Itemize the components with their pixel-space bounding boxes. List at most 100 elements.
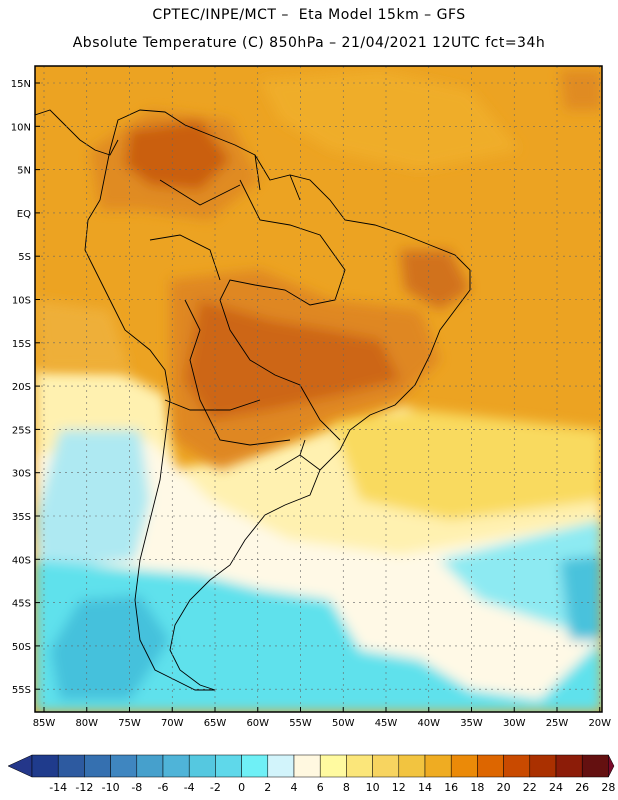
colorbar-tick-label: 14 [418, 781, 432, 794]
colorbar-tick-label: 24 [549, 781, 563, 794]
colorbar-tick-label: 28 [601, 781, 616, 794]
coast-central-america [35, 109, 119, 156]
colorbar [7, 754, 615, 778]
colorbar-swatch [188, 754, 216, 778]
colorbar-swatch [346, 754, 373, 778]
colorbar-swatch [503, 754, 531, 778]
longitude-tick-label: 30W [503, 718, 526, 729]
colorbar-swatch [529, 754, 557, 778]
longitude-tick-label: 35W [460, 718, 483, 729]
colorbar-tick-label: 2 [264, 781, 272, 794]
latitude-tick-label: 35S [12, 512, 31, 523]
colorbar-swatch [372, 754, 400, 778]
longitude-tick-label: 55W [289, 718, 312, 729]
colorbar-tick-label: -14 [49, 781, 68, 794]
longitude-tick-label: 60W [246, 718, 269, 729]
colorbar-swatch [267, 754, 295, 778]
field-deep-orange-east [400, 250, 470, 310]
latitude-tick-label: 5N [17, 166, 31, 177]
map-frame [34, 65, 603, 713]
colorbar-swatch [136, 754, 164, 778]
graticule [35, 66, 602, 712]
latitude-tick-label: 55S [12, 685, 31, 696]
colorbar-tick-label: 20 [496, 781, 511, 794]
latitude-tick-label: 40S [12, 555, 31, 566]
longitude-tick-label: 65W [204, 718, 227, 729]
longitude-tick-label: 85W [33, 718, 56, 729]
colorbar-tick-label: 4 [290, 781, 298, 794]
colorbar-tick-label: -8 [131, 781, 143, 794]
latitude-tick-label: 50S [12, 642, 31, 653]
latitude-tick-label: 10S [12, 296, 31, 307]
field-cyan-pacific [35, 430, 150, 570]
colorbar-swatch [319, 754, 347, 778]
latitude-tick-label: 15N [11, 79, 31, 90]
longitude-tick-label: 45W [375, 718, 398, 729]
colorbar-swatch [84, 754, 111, 778]
longitude-tick-label: 40W [417, 718, 440, 729]
longitude-tick-label: 20W [588, 718, 611, 729]
colorbar-tick-label: 8 [342, 781, 350, 794]
colorbar-swatch [424, 754, 452, 778]
latitude-tick-label: 5S [18, 252, 31, 263]
field-cyan-south [35, 560, 602, 712]
colorbar-swatch [241, 754, 269, 778]
colorbar-swatch [162, 754, 190, 778]
colorbar-tick-label: -6 [157, 781, 169, 794]
border-north [159, 154, 301, 206]
border-uruguay [274, 439, 321, 471]
colorbar-swatch [581, 754, 609, 778]
colorbar-swatch [293, 754, 321, 778]
colorbar-swatch [477, 754, 504, 778]
field-deep-orange-center [185, 300, 400, 420]
field-deep-orange-north [125, 120, 230, 190]
colorbar-tick-label: 16 [444, 781, 459, 794]
field-yellow-atlantic [330, 410, 602, 520]
colorbar-tick-label: 0 [238, 781, 246, 794]
colorbar-tick-label: -2 [209, 781, 221, 794]
longitude-tick-label: 50W [332, 718, 355, 729]
map-title-line1: CPTEC/INPE/MCT – Eta Model 15km – GFS [152, 7, 466, 23]
colorbar-tick-label: 18 [470, 781, 485, 794]
colorbar-over-arrow [608, 754, 615, 778]
colorbar-tick-label: 6 [316, 781, 324, 794]
latitude-tick-label: 20S [12, 382, 31, 393]
colorbar-swatch [450, 754, 478, 778]
colorbar-swatch [555, 754, 583, 778]
colorbar-tick-label: 10 [365, 781, 380, 794]
colorbar-swatch [215, 754, 242, 778]
field-blue-southwest [50, 595, 170, 700]
map-title-line2: Absolute Temperature (C) 850hPa – 21/04/… [72, 35, 546, 51]
coast-south-america [84, 109, 471, 691]
colorbar-swatch [398, 754, 426, 778]
latitude-tick-label: 25S [12, 425, 31, 436]
colorbar-tick-label: -12 [75, 781, 94, 794]
longitude-tick-label: 70W [161, 718, 184, 729]
latitude-tick-label: 45S [12, 599, 31, 610]
field-cyan-east [440, 520, 602, 640]
border-brazil [219, 179, 346, 441]
colorbar-tick-label: 22 [522, 781, 537, 794]
temperature-field [35, 66, 602, 712]
colorbar-tick-label: -4 [183, 781, 195, 794]
latitude-tick-label: EQ [17, 209, 31, 220]
longitude-tick-label: 75W [118, 718, 141, 729]
colorbar-under-arrow [7, 754, 33, 778]
colorbar-tick-label: 26 [575, 781, 590, 794]
field-amber-north-atlantic [260, 70, 520, 170]
colorbar-tick-label: 12 [391, 781, 406, 794]
field-orange-caribbean [560, 70, 602, 110]
colorbar-tick-label: -10 [101, 781, 120, 794]
latitude-tick-label: 10N [11, 122, 31, 133]
latitude-tick-label: 30S [12, 469, 31, 480]
latitude-tick-label: 15S [12, 339, 31, 350]
colorbar-swatch [57, 754, 85, 778]
field-blue-southeast [560, 555, 602, 640]
longitude-tick-label: 80W [75, 718, 98, 729]
longitude-tick-label: 25W [546, 718, 569, 729]
longitude-labels: 85W 80W 75W 70W 65W 60W 55W 50W 45W 40W 35W 30W 25W 2… [33, 707, 611, 729]
colorbar-swatch [31, 754, 59, 778]
colorbar-swatch [110, 754, 138, 778]
field-gold-pacific [35, 300, 130, 370]
